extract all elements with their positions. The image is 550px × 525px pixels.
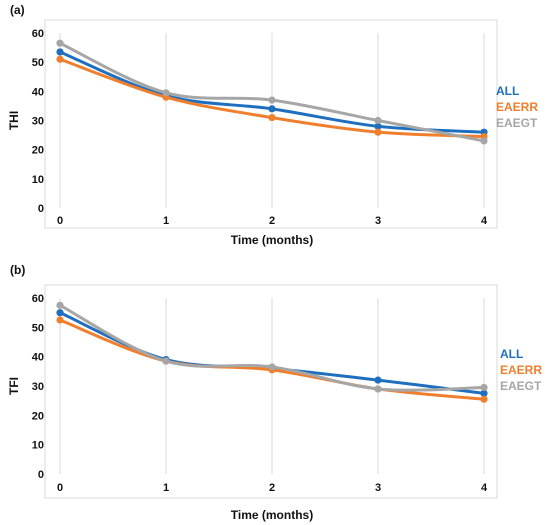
panel-a-legend-eaegt: EAEGT [496,116,538,130]
panel-b-x-tick-label: 4 [481,482,488,494]
panel-b-label: (b) [10,263,25,277]
panel-b-chart: (b) 0 10 20 30 40 50 60 0 1 2 3 4 Time (months) TFI ALL… [7,263,542,522]
panel-a-y-axis-title: THI [7,111,21,130]
panel-b-point-eaegt [374,385,382,393]
panel-b-x-tick-label: 2 [269,482,275,494]
panel-a-x-tick-label: 0 [57,215,63,227]
panel-a-point-all [374,122,382,130]
panel-a-point-all [268,105,276,113]
panel-a-point-all [56,48,64,56]
panel-b-point-eaerr [56,316,64,324]
panel-a-x-tick-label: 4 [481,215,488,227]
panel-b-legend-all: ALL [500,347,523,361]
panel-b-y-tick-label: 40 [32,352,44,364]
panel-b-y-tick-label: 30 [32,381,44,393]
panel-b-y-tick-label: 60 [32,293,44,305]
panel-b-point-eaerr [480,395,488,403]
panel-a-point-eaegt [480,137,488,145]
panel-a-x-axis-title: Time (months) [231,233,313,247]
panel-b-legend-eaegt: EAEGT [500,379,542,393]
panel-b-point-eaegt [268,363,276,371]
panel-a-y-tick-label: 40 [32,86,44,98]
panel-a-y-tick-label: 0 [38,203,44,215]
panel-b-x-tick-label: 3 [375,482,381,494]
panel-b-y-axis-title: TFI [7,377,21,395]
panel-b-x-axis-title: Time (months) [231,508,313,522]
panel-b-x-tick-label: 1 [163,482,169,494]
panel-a-point-eaegt [56,39,64,47]
panel-b-point-all [56,309,64,317]
panel-a-y-tick-label: 10 [32,174,44,186]
panel-a-point-eaegt [162,89,170,97]
panel-a-y-tick-label: 60 [32,28,44,40]
panel-b-x-tick-label: 0 [57,482,63,494]
panel-a-point-eaegt [374,116,382,125]
panel-b-point-eaegt [480,383,488,392]
panel-b-point-eaegt [56,301,64,309]
panel-a-legend-eaerr: EAERR [496,100,538,114]
panel-b-point-eaegt [162,357,170,365]
panel-b-point-all [480,389,488,397]
panel-a-y-tick-label: 50 [32,57,44,69]
panel-a-point-eaerr [56,55,64,63]
panel-b-y-tick-label: 20 [32,410,44,422]
panel-a-y-tick-label: 30 [32,116,44,128]
panel-a-y-tick-label: 20 [32,145,44,157]
panel-a-x-tick-label: 1 [163,215,169,227]
panel-b-point-all [374,376,382,384]
panel-a-x-tick-label: 3 [375,215,381,227]
panel-b-legend-eaerr: EAERR [500,363,542,377]
panel-a-plot-frame [44,19,498,229]
panel-b-plot-frame [44,284,498,499]
panel-a-label: (a) [10,3,25,17]
panel-a-legend-all: ALL [496,84,519,98]
panel-a-chart: (a) 0 10 20 30 40 50 60 0 1 2 3 4 Time (months) THI ALL… [7,3,538,247]
panel-a-x-tick-label: 2 [269,215,275,227]
panel-a-point-eaerr [268,113,276,122]
panel-b-y-tick-label: 0 [38,469,44,481]
panel-b-y-tick-label: 50 [32,322,44,334]
panel-b-y-tick-label: 10 [32,440,44,452]
panel-a-point-eaerr [374,128,382,136]
panel-a-point-eaegt [268,96,276,104]
